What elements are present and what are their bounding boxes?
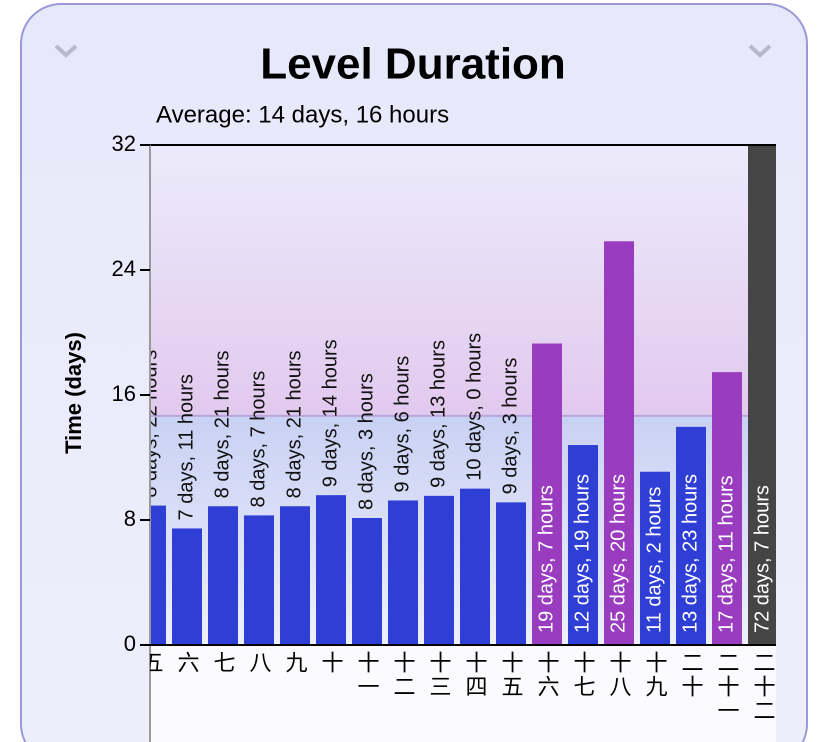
value-label: 25 days, 20 hours bbox=[607, 474, 629, 633]
bar bbox=[280, 506, 310, 645]
bar bbox=[244, 515, 274, 645]
bar bbox=[748, 145, 776, 645]
x-tick-label: 十九 bbox=[643, 651, 668, 699]
chart-title: Level Duration bbox=[260, 40, 566, 89]
value-label: 13 days, 23 hours bbox=[679, 474, 701, 633]
x-tick-label: 二十 bbox=[679, 651, 704, 699]
x-tick-label: 六 bbox=[175, 651, 200, 675]
x-tick-label: 十三 bbox=[427, 651, 452, 699]
x-tick-label: 十一 bbox=[355, 651, 380, 699]
value-label: 9 days, 6 hours bbox=[391, 356, 413, 493]
bar bbox=[460, 488, 490, 645]
value-label: 11 days, 2 hours bbox=[643, 487, 665, 633]
bar bbox=[172, 528, 202, 645]
bar bbox=[568, 445, 598, 645]
bar bbox=[496, 502, 526, 645]
y-tick-label: 8 bbox=[124, 506, 136, 531]
bar bbox=[208, 506, 238, 645]
x-label-group: 五六七八九十十一 十二 十三 十四 十五 十六 十七 十八 十九 二十 二十一 二十二 bbox=[139, 651, 776, 723]
x-tick-label: 五 bbox=[139, 651, 164, 675]
x-tick-label: 二十一 bbox=[715, 651, 740, 723]
value-label: 10 days, 0 hours bbox=[463, 333, 485, 481]
x-tick-label: 二十二 bbox=[751, 651, 776, 723]
value-label: 9 days, 14 hours bbox=[319, 339, 341, 487]
plot-background bbox=[150, 145, 776, 416]
value-label: 9 days, 13 hours bbox=[427, 340, 449, 488]
x-tick-label: 十六 bbox=[535, 651, 560, 699]
x-tick-label: 七 bbox=[211, 651, 236, 675]
plot: 8 days, 22 hours 7 days, 11 hours 8 days, … bbox=[139, 145, 776, 645]
x-tick-label: 十 bbox=[319, 651, 344, 675]
bar bbox=[388, 500, 418, 645]
value-label: 17 days, 11 hours bbox=[715, 475, 737, 633]
value-label: 72 days, 7 hours bbox=[751, 485, 773, 633]
bar bbox=[604, 241, 634, 645]
x-tick-label: 十四 bbox=[463, 651, 488, 699]
y-tick-label: 24 bbox=[112, 256, 136, 281]
value-label: 12 days, 19 hours bbox=[571, 474, 593, 633]
x-tick-label: 十五 bbox=[499, 651, 524, 699]
y-tick-label: 16 bbox=[112, 381, 136, 406]
x-tick-label: 九 bbox=[283, 651, 308, 675]
bar bbox=[640, 471, 670, 645]
y-tick-label: 32 bbox=[112, 131, 136, 156]
value-label: 8 days, 7 hours bbox=[247, 371, 269, 508]
collapse-icon[interactable] bbox=[54, 44, 78, 58]
collapse-icon[interactable] bbox=[748, 44, 772, 58]
bar bbox=[316, 495, 346, 645]
bar bbox=[532, 343, 562, 645]
value-label: 8 days, 22 hours bbox=[139, 350, 161, 498]
bar bbox=[676, 426, 706, 645]
value-label: 8 days, 21 hours bbox=[211, 350, 233, 498]
bar bbox=[150, 505, 166, 645]
value-label: 19 days, 7 hours bbox=[535, 485, 557, 633]
value-label: 8 days, 3 hours bbox=[355, 373, 377, 510]
y-axis-label: Time (days) bbox=[61, 332, 86, 454]
x-tick-label: 十七 bbox=[571, 651, 596, 699]
subtitle: Average: 14 days, 16 hours bbox=[156, 101, 449, 128]
x-tick-label: 十八 bbox=[607, 651, 632, 699]
y-tick-label: 0 bbox=[124, 631, 136, 656]
bar bbox=[712, 372, 742, 645]
x-tick-label: 十二 bbox=[391, 651, 416, 699]
value-label: 8 days, 21 hours bbox=[283, 350, 305, 498]
bar bbox=[352, 518, 382, 645]
label-area bbox=[150, 645, 776, 742]
x-tick-label: 八 bbox=[247, 651, 272, 675]
value-label: 9 days, 3 hours bbox=[499, 358, 521, 495]
value-label: 7 days, 11 hours bbox=[175, 374, 197, 520]
bar bbox=[424, 495, 454, 645]
